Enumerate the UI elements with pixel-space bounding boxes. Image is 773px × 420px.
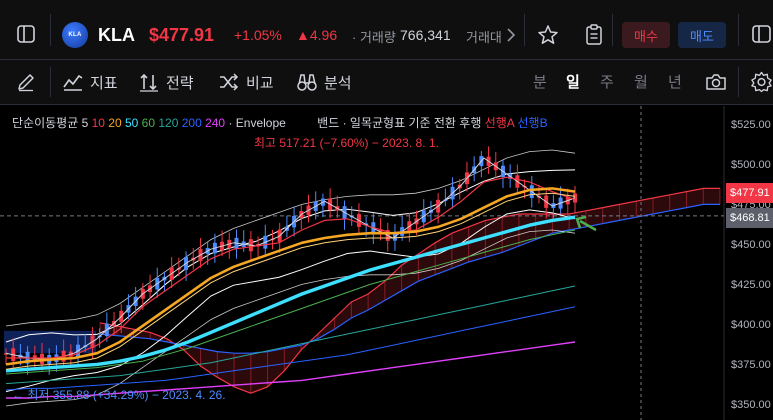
timeframe-day[interactable]: 일 [566, 74, 580, 91]
symbol-name[interactable]: KLA [98, 25, 135, 45]
low-price-label: ← 최저 355.88 (+34.29%) − 2023. 4. 26. [12, 388, 226, 402]
arrow-pointer [579, 219, 597, 232]
chart-toolbar [0, 60, 773, 105]
indicators-button[interactable]: 지표 [62, 70, 118, 94]
ma-line-50 [5, 215, 576, 373]
volume-value: 766,341 [400, 27, 451, 43]
sidebar-toggle-icon[interactable] [14, 22, 38, 46]
change-percent: +1.05% [234, 27, 282, 43]
ma-line-120 [5, 285, 576, 385]
chevron-right-icon[interactable] [504, 26, 518, 44]
buy-button[interactable]: 매수 [622, 22, 670, 48]
strategy-label: 전략 [166, 74, 194, 92]
band-lower [5, 229, 576, 407]
timeframe-minute[interactable]: 분 [533, 74, 547, 91]
current-price-tag: $477.91 [726, 183, 773, 203]
chart-grid [0, 106, 725, 420]
change-absolute: ▲4.96 [296, 27, 338, 43]
strategy-button[interactable]: 전략 [138, 70, 194, 94]
trade-value-label: 거래대 [466, 30, 502, 45]
divider [50, 67, 51, 97]
kla-logo: KLA [62, 22, 88, 48]
ma-line-10 [6, 176, 576, 359]
secondary-price-tag: $468.81 [726, 208, 773, 228]
high-price-label: 최고 517.21 (−7.60%) − 2023. 8. 1. [254, 136, 439, 150]
binoculars-icon [297, 74, 317, 91]
lead-a-label: 선행A [484, 116, 515, 130]
ma-line-5 [5, 157, 576, 361]
ma-line-20 [5, 187, 576, 366]
ma-period-5: 5 [81, 116, 89, 130]
ma-line-200 [5, 306, 576, 391]
arrow-head [575, 215, 587, 229]
indicators-label: 지표 [90, 74, 118, 92]
candle-body [4, 353, 8, 355]
axis-tick-label: $525.00 [731, 119, 771, 131]
axis-tick-label: $425.00 [731, 279, 771, 291]
cloud-fill-blue [4, 330, 96, 354]
divider [524, 14, 525, 46]
camera-icon[interactable] [703, 69, 729, 95]
axis-tick-label: $500.00 [731, 159, 771, 171]
divider [738, 14, 739, 46]
ma-period-20: 20 [104, 116, 122, 130]
ma-period-60: 60 [138, 116, 156, 130]
divider [50, 14, 51, 46]
timeframe-week[interactable]: 주 [600, 74, 614, 91]
sell-button[interactable]: 매도 [678, 22, 726, 48]
indicator-chart-icon [63, 74, 83, 91]
ma-period-120: 120 [155, 116, 179, 130]
divider [612, 14, 613, 46]
indicator-legend[interactable]: 단순이동평균 5 10 20 50 60 120 200 240 · Envel… [12, 114, 548, 131]
analysis-label: 분석 [324, 74, 352, 92]
ma-period-200: 200 [178, 116, 202, 130]
settings-gear-icon[interactable] [750, 69, 773, 95]
moving-averages [5, 157, 576, 399]
ma-period-10: 10 [88, 116, 105, 130]
cloud-fill [100, 188, 720, 394]
strategy-icon [140, 73, 158, 92]
lead-b-line [99, 203, 720, 354]
clipboard-icon[interactable] [582, 23, 606, 47]
compare-button[interactable]: 비교 [218, 70, 274, 94]
axis-tick-label: $375.00 [731, 359, 771, 371]
ma-line-240 [6, 341, 576, 399]
ma-periods: 5 10 20 50 60 120 200 240 [82, 116, 226, 130]
lead-b-label: 선행B [517, 116, 548, 130]
ichimoku-label: 밴드 · 일목균형표 기준 전환 후행 [317, 116, 482, 130]
envelope-lower [5, 209, 576, 393]
pencil-icon[interactable] [14, 70, 38, 94]
star-icon[interactable] [536, 23, 560, 47]
volume-label: · 거래량 [352, 30, 396, 45]
ma-line-20-inner [5, 192, 576, 370]
price-chart[interactable] [0, 106, 773, 420]
band-upper [5, 149, 576, 327]
axis-tick-label: $450.00 [731, 239, 771, 251]
timeframe-month[interactable]: 월 [634, 74, 648, 91]
analysis-button[interactable]: 분석 [296, 70, 352, 94]
last-price: $477.91 [149, 25, 215, 45]
timeframe-year[interactable]: 년 [668, 74, 682, 91]
divider [738, 67, 739, 97]
shuffle-icon [220, 73, 239, 91]
axis-tick-label: $350.00 [731, 399, 771, 411]
ma-label: 단순이동평균 [12, 116, 79, 130]
ma-period-50: 50 [121, 116, 139, 130]
panel-toggle-icon[interactable] [750, 22, 773, 46]
ma-line-60 [5, 229, 576, 375]
compare-label: 비교 [246, 74, 274, 92]
envelope-label: · Envelope [228, 116, 286, 130]
axis-tick-label: $400.00 [731, 319, 771, 331]
ma-period-240: 240 [201, 116, 226, 130]
